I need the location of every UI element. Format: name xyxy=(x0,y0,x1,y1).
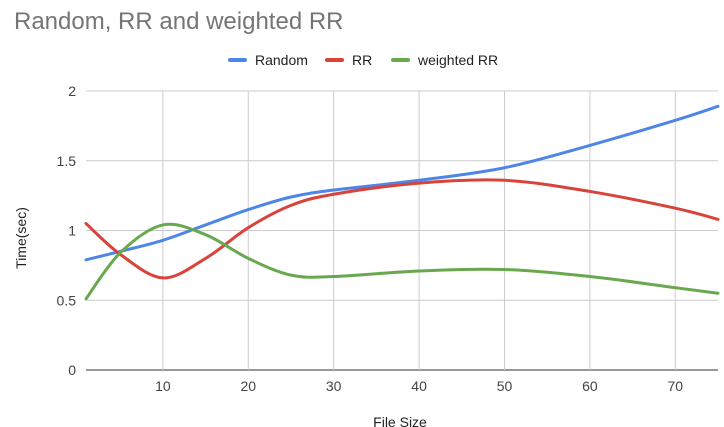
legend-label: weighted RR xyxy=(417,52,498,68)
x-tick-label: 40 xyxy=(411,378,427,394)
y-tick-label: 1 xyxy=(68,223,76,239)
y-tick-label: 1.5 xyxy=(57,153,77,169)
y-tick-label: 0 xyxy=(68,362,76,378)
y-axis-ticks: 0 0.5 1 1.5 2 xyxy=(57,83,77,378)
legend-label: Random xyxy=(255,52,308,68)
x-axis-ticks: 10 20 30 40 50 60 70 xyxy=(155,378,683,394)
x-tick-label: 20 xyxy=(240,378,256,394)
legend-item-weighted-rr: weighted RR xyxy=(391,52,498,68)
legend-label: RR xyxy=(352,52,372,68)
chart-title: Random, RR and weighted RR xyxy=(14,8,344,35)
x-tick-label: 50 xyxy=(497,378,513,394)
y-tick-label: 0.5 xyxy=(57,292,77,308)
x-tick-label: 30 xyxy=(326,378,342,394)
series-line-weighted-rr xyxy=(84,222,720,301)
x-axis-label: File Size xyxy=(373,414,427,427)
series-lines xyxy=(84,104,720,301)
legend-item-random: Random xyxy=(228,52,308,68)
series-line-random xyxy=(84,104,720,262)
legend: Random RR weighted RR xyxy=(228,52,498,68)
x-tick-label: 70 xyxy=(668,378,684,394)
gridlines xyxy=(86,90,718,371)
x-tick-label: 10 xyxy=(155,378,171,394)
y-axis-label: Time(sec) xyxy=(13,207,29,269)
y-tick-label: 2 xyxy=(68,83,76,99)
x-tick-label: 60 xyxy=(582,378,598,394)
series-line-rr xyxy=(84,178,720,280)
legend-item-rr: RR xyxy=(325,52,372,68)
